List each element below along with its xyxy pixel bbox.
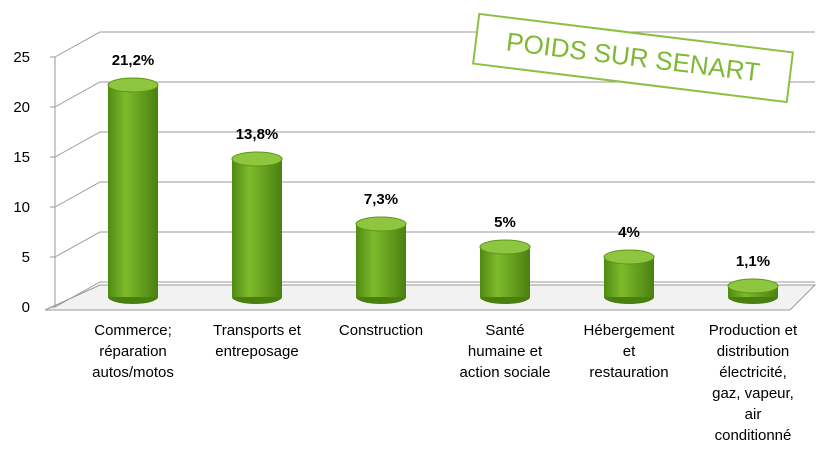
bar xyxy=(232,159,282,297)
data-label: 4% xyxy=(618,224,640,241)
x-tick-label: Production et distribution électricité, … xyxy=(708,322,798,444)
bar-top xyxy=(231,151,283,167)
bar-top xyxy=(603,249,655,265)
data-label: 1,1% xyxy=(736,253,770,270)
data-label: 13,8% xyxy=(236,126,279,143)
x-tick-label: Construction xyxy=(338,322,424,339)
data-label: 7,3% xyxy=(364,191,398,208)
grid-line xyxy=(54,181,815,208)
y-tick-label: 15 xyxy=(13,149,30,166)
y-tick-label: 25 xyxy=(13,49,30,66)
grid-line xyxy=(54,81,815,108)
x-tick-label: Commerce; réparation autos/motos xyxy=(92,322,174,381)
data-label: 5% xyxy=(494,214,516,231)
floor xyxy=(44,284,817,311)
y-tick-label: 0 xyxy=(22,299,30,316)
annotation-frame xyxy=(472,12,794,104)
bar-top xyxy=(107,77,159,93)
data-label: 21,2% xyxy=(112,52,155,69)
grid-line xyxy=(54,231,815,258)
y-tick-label: 5 xyxy=(22,249,30,266)
bar-top xyxy=(479,239,531,255)
x-tick-label: Santé humaine et action sociale xyxy=(459,322,551,381)
grid-line xyxy=(54,131,815,158)
bar xyxy=(480,247,530,297)
x-tick-label: Transports et entreposage xyxy=(213,322,301,360)
y-tick-label: 20 xyxy=(13,99,30,116)
annotation-box: POIDS SUR SENART xyxy=(472,12,794,104)
bar xyxy=(356,224,406,297)
y-tick-label: 10 xyxy=(13,199,30,216)
grid-line xyxy=(54,281,815,308)
bar xyxy=(108,85,158,297)
bar-top xyxy=(727,278,779,294)
x-tick-label: Hébergement et restauration xyxy=(583,322,675,381)
bar-top xyxy=(355,216,407,232)
